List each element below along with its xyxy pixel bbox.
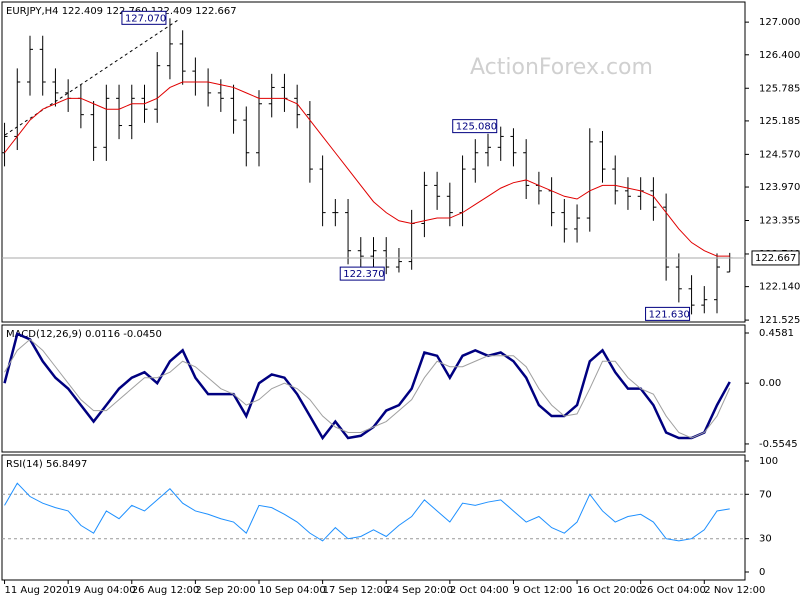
y-tick-label: 30 — [759, 534, 772, 545]
y-tick-label: 124.570 — [759, 149, 800, 160]
y-tick-label: 121.525 — [759, 315, 800, 326]
x-tick-label: 17 Sep 12:00 — [323, 585, 390, 596]
x-tick-label: 19 Aug 04:00 — [68, 585, 135, 596]
x-tick-label: 9 Oct 12:00 — [513, 585, 572, 596]
annotation-box — [121, 10, 167, 25]
panel-frame — [1, 324, 746, 453]
panel-frame — [1, 1, 746, 323]
watermark: ActionForex.com — [470, 55, 653, 80]
y-tick-label: 122.140 — [759, 282, 800, 293]
y-tick-label: 125.185 — [759, 116, 800, 127]
x-tick-label: 2 Sep 20:00 — [195, 585, 255, 596]
x-tick-label: 26 Aug 12:00 — [132, 585, 199, 596]
panel-title: EURJPY,H4 122.409 122.760 122.409 122.66… — [6, 6, 237, 17]
trend-line — [4, 19, 179, 136]
panel-title: RSI(14) 56.8497 — [6, 459, 87, 470]
annotation-label: 125.080 — [456, 122, 497, 133]
y-tick-label: 100 — [759, 456, 778, 467]
x-tick-label: 11 Aug 2020 — [5, 585, 69, 596]
indicator-line — [4, 482, 730, 542]
y-tick-label: 126.400 — [759, 50, 800, 61]
x-tick-label: 2 Oct 04:00 — [450, 585, 509, 596]
last-price-label: 122.667 — [755, 253, 796, 264]
y-tick-label: 123.970 — [759, 182, 800, 193]
y-tick-label: 0 — [759, 567, 765, 578]
annotation-label: 121.630 — [649, 309, 690, 320]
annotation-box — [452, 119, 498, 134]
y-tick-label: 123.355 — [759, 216, 800, 227]
annotation-label: 122.370 — [343, 269, 384, 280]
y-tick-label: 0.00 — [759, 378, 781, 389]
annotation-box — [339, 266, 385, 281]
x-tick-label: 2 Nov 12:00 — [704, 585, 765, 596]
moving-average — [4, 81, 730, 257]
y-tick-label: 70 — [759, 489, 772, 500]
x-tick-label: 24 Sep 20:00 — [386, 585, 453, 596]
x-tick-label: 16 Oct 20:00 — [577, 585, 642, 596]
y-tick-label: -0.5545 — [759, 439, 798, 450]
annotation-box — [645, 306, 691, 321]
y-tick-label: 125.785 — [759, 83, 800, 94]
panel-title: MACD(12,26,9) 0.0116 -0.0450 — [6, 329, 162, 340]
y-tick-label: 127.000 — [759, 17, 800, 28]
indicator-line — [4, 338, 731, 439]
panel-frame — [1, 454, 746, 581]
x-tick-label: 10 Sep 04:00 — [259, 585, 326, 596]
y-tick-label: 0.4581 — [759, 328, 794, 339]
annotation-label: 127.070 — [125, 13, 166, 24]
x-tick-label: 26 Oct 04:00 — [641, 585, 706, 596]
last-price-box — [751, 250, 800, 266]
